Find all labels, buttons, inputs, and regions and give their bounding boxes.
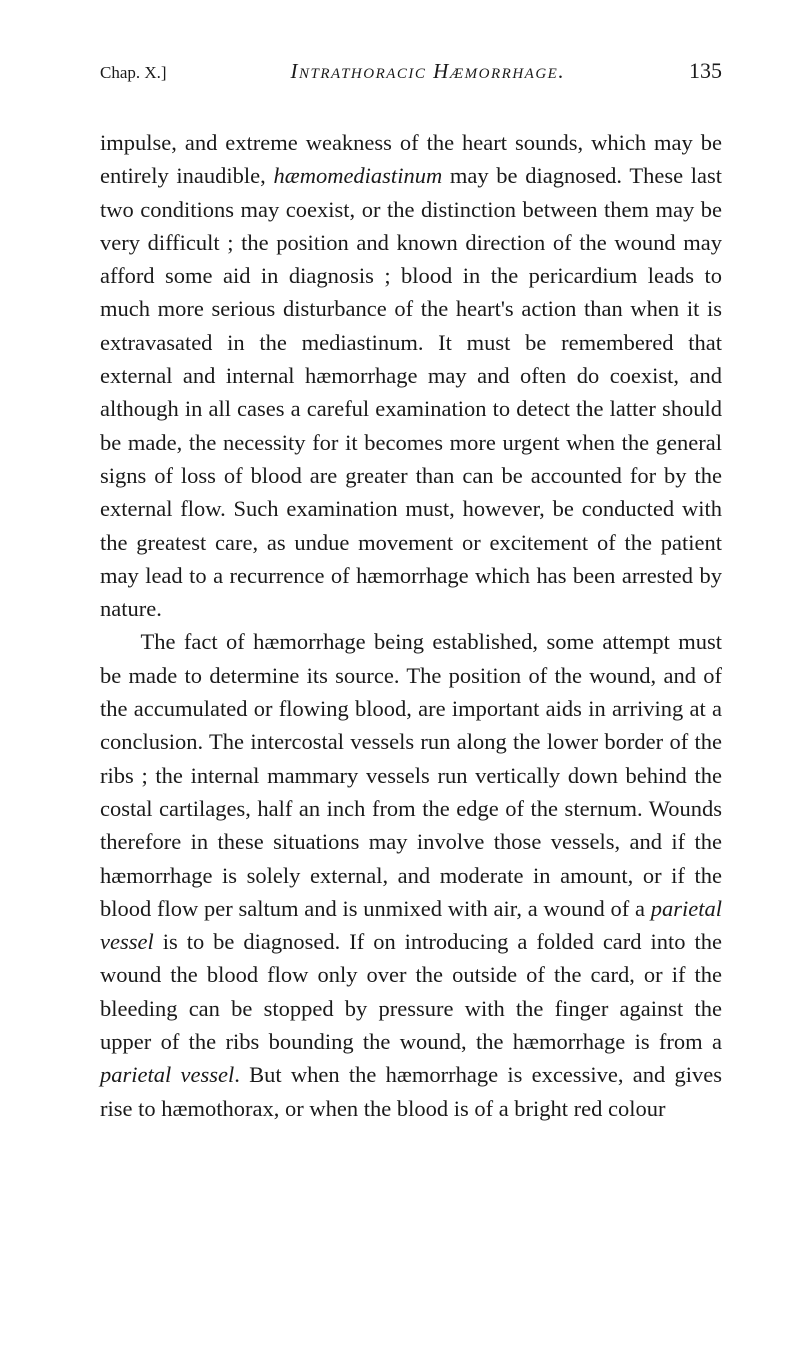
- italic-term: hæmomediastinum: [273, 163, 442, 188]
- paragraph-1: impulse, and extreme weakness of the hea…: [100, 126, 722, 625]
- italic-term: parietal vessel: [100, 1062, 234, 1087]
- body-text: impulse, and extreme weakness of the hea…: [100, 126, 722, 1125]
- page-header: Chap. X.] Intrathoracic Hæmorrhage. 135: [100, 58, 722, 84]
- text-run: may be diagnosed. These last two conditi…: [100, 163, 722, 621]
- text-run: The fact of hæmorrhage being established…: [100, 629, 722, 920]
- text-run: is to be diagnosed. If on introducing a …: [100, 929, 722, 1054]
- paragraph-2: The fact of hæmorrhage being established…: [100, 625, 722, 1124]
- running-title: Intrathoracic Hæmorrhage.: [290, 59, 565, 84]
- chapter-label: Chap. X.]: [100, 63, 167, 83]
- page-number: 135: [689, 58, 722, 84]
